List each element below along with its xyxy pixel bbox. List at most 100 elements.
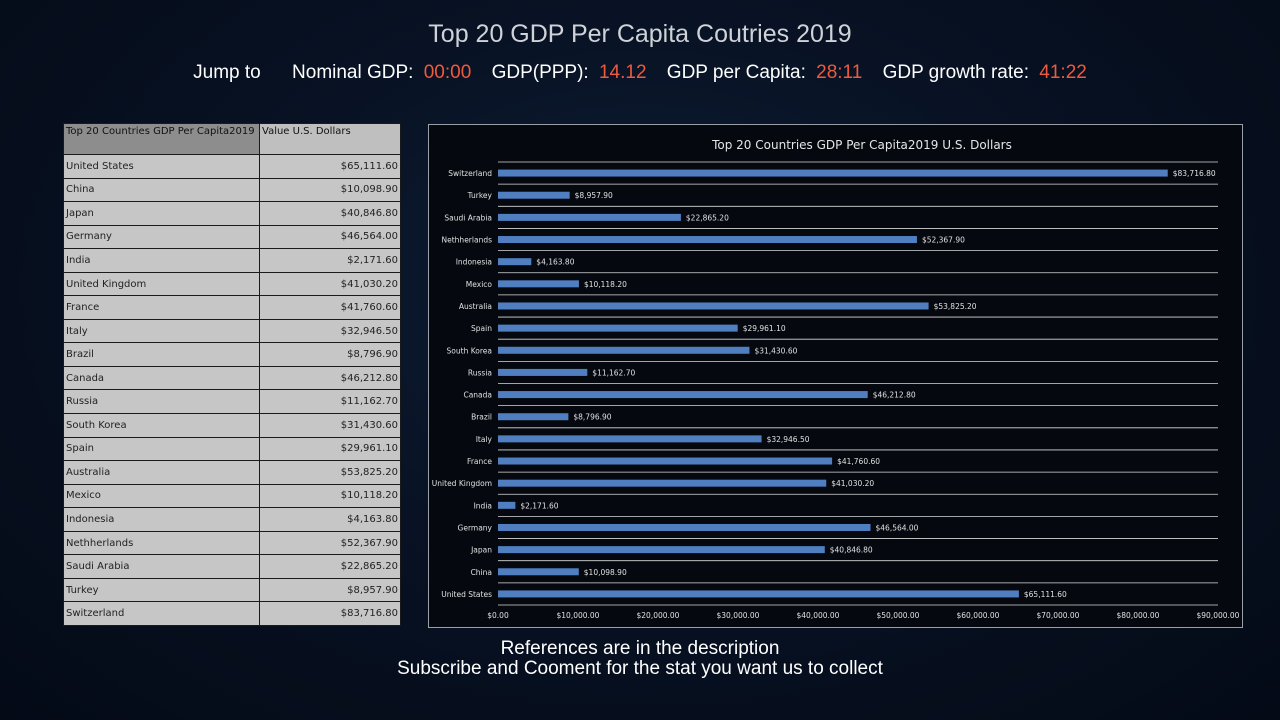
chart-value-label: $10,118.20	[584, 280, 627, 289]
data-table-container: Top 20 Countries GDP Per Capita2019 Valu…	[63, 123, 401, 626]
bar-chart-svg: Top 20 Countries GDP Per Capita2019 U.S.…	[432, 138, 1240, 620]
table-cell-value: $83,716.80	[259, 601, 401, 626]
chart-category-label: Italy	[476, 435, 493, 444]
chart-bar	[498, 568, 579, 576]
chart-value-label: $83,716.80	[1173, 169, 1216, 178]
chart-bar	[498, 169, 1168, 177]
chart-category-label: Brazil	[471, 413, 492, 422]
chart-value-label: $41,030.20	[831, 479, 874, 488]
chart-value-label: $8,957.90	[575, 191, 613, 200]
chart-category-label: United States	[441, 590, 492, 599]
footer-subscribe: Subscribe and Cooment for the stat you w…	[397, 658, 883, 679]
bar-chart: Top 20 Countries GDP Per Capita2019 U.S.…	[428, 124, 1243, 628]
table-cell-country: Italy	[63, 318, 260, 344]
chart-value-label: $4,163.80	[536, 258, 574, 267]
table-cell-country: United States	[63, 154, 260, 179]
table-cell-country: Spain	[63, 436, 260, 462]
table-header-row: Top 20 Countries GDP Per Capita2019 Valu…	[63, 123, 401, 155]
table-cell-country: Switzerland	[63, 601, 260, 626]
table-cell-value: $41,760.60	[259, 295, 401, 320]
table-cell-country: Australia	[63, 460, 260, 485]
table-cell-country: Japan	[63, 201, 260, 226]
table-cell-value: $22,865.20	[259, 554, 401, 579]
jump-to-label: Jump to	[193, 62, 261, 83]
chart-category-label: South Korea	[447, 346, 492, 355]
chart-category-label: Mexico	[466, 280, 493, 289]
chart-value-label: $11,162.70	[592, 368, 635, 377]
table-cell-value: $11,162.70	[259, 389, 401, 415]
jump-link-gdp-growth-rate[interactable]: GDP growth rate: 41:22	[878, 62, 1087, 83]
footer-references: References are in the description	[500, 638, 780, 659]
table-header-country: Top 20 Countries GDP Per Capita2019	[63, 123, 260, 155]
chart-category-label: Australia	[459, 302, 492, 311]
jump-link-time[interactable]: 14.12	[598, 62, 647, 83]
table-cell-value: $52,367.90	[259, 530, 401, 556]
chart-x-tick-label: $20,000.00	[637, 611, 680, 620]
jump-link-label: Nominal GDP:	[292, 62, 414, 83]
chart-category-label: Indonesia	[456, 258, 492, 267]
chart-category-label: India	[474, 501, 492, 510]
table-cell-country: Turkey	[63, 577, 260, 603]
table-row: Germany $46,564.00	[63, 224, 401, 250]
table-cell-value: $32,946.50	[259, 318, 401, 344]
jump-link-label: GDP(PPP):	[491, 62, 589, 83]
jump-link-gdp-per-capita[interactable]: GDP per Capita: 28:11	[662, 62, 862, 83]
chart-bar	[498, 546, 825, 554]
chart-bar	[498, 258, 532, 266]
chart-x-tick-label: $80,000.00	[1117, 611, 1160, 620]
jump-link-time[interactable]: 28:11	[816, 62, 863, 83]
table-cell-country: Brazil	[63, 342, 260, 367]
data-table: Top 20 Countries GDP Per Capita2019 Valu…	[63, 123, 401, 626]
table-cell-country: Russia	[63, 389, 260, 415]
jump-link-nominal-gdp[interactable]: Nominal GDP: 00:00	[287, 62, 471, 83]
table-cell-country: China	[63, 177, 260, 203]
chart-bar	[498, 213, 681, 221]
table-cell-value: $40,846.80	[259, 201, 401, 226]
chart-bar	[498, 191, 570, 199]
table-row: South Korea $31,430.60	[63, 413, 401, 438]
chart-category-label: Nethherlands	[442, 236, 493, 245]
chart-category-label: China	[471, 568, 492, 577]
table-cell-country: Saudi Arabia	[63, 554, 260, 579]
table-cell-country: Canada	[63, 365, 260, 391]
chart-category-label: France	[467, 457, 492, 466]
table-cell-country: France	[63, 295, 260, 320]
table-cell-value: $29,961.10	[259, 436, 401, 462]
jump-link-gdp-ppp[interactable]: GDP(PPP): 14.12	[487, 62, 647, 83]
chart-bar	[498, 324, 738, 332]
chart-category-label: Canada	[463, 391, 492, 400]
jump-link-time[interactable]: 41:22	[1039, 62, 1087, 83]
table-cell-value: $8,957.90	[259, 577, 401, 603]
chart-value-label: $29,961.10	[743, 324, 786, 333]
chart-bar	[498, 413, 569, 421]
table-row: China $10,098.90	[63, 177, 401, 203]
table-cell-value: $10,118.20	[259, 483, 401, 509]
chart-bar	[498, 435, 762, 443]
chart-x-tick-label: $70,000.00	[1037, 611, 1080, 620]
table-cell-value: $10,098.90	[259, 177, 401, 203]
chart-bar	[498, 523, 871, 531]
chart-x-tick-label: $10,000.00	[557, 611, 600, 620]
chart-value-label: $40,846.80	[830, 546, 873, 555]
chart-x-tick-label: $50,000.00	[877, 611, 920, 620]
jump-link-time[interactable]: 00:00	[423, 62, 472, 83]
table-row: France $41,760.60	[63, 295, 401, 320]
table-row: India $2,171.60	[63, 248, 401, 273]
chart-title: Top 20 Countries GDP Per Capita2019 U.S.…	[711, 138, 1012, 152]
table-row: Canada $46,212.80	[63, 365, 401, 391]
chart-x-tick-label: $60,000.00	[957, 611, 1000, 620]
table-row: Mexico $10,118.20	[63, 483, 401, 509]
table-cell-value: $2,171.60	[259, 248, 401, 273]
chart-value-label: $8,796.90	[573, 413, 611, 422]
chart-category-label: Turkey	[467, 191, 493, 200]
chart-value-label: $2,171.60	[520, 501, 558, 510]
chart-value-label: $52,367.90	[922, 236, 965, 245]
chart-category-label: Switzerland	[448, 169, 492, 178]
table-row: United States $65,111.60	[63, 154, 401, 179]
chart-category-label: Germany	[458, 523, 493, 532]
table-cell-country: Indonesia	[63, 507, 260, 532]
jump-link-label: GDP per Capita:	[666, 62, 806, 83]
chart-value-label: $22,865.20	[686, 213, 729, 222]
table-row: Saudi Arabia $22,865.20	[63, 554, 401, 579]
chart-category-label: Spain	[471, 324, 492, 333]
